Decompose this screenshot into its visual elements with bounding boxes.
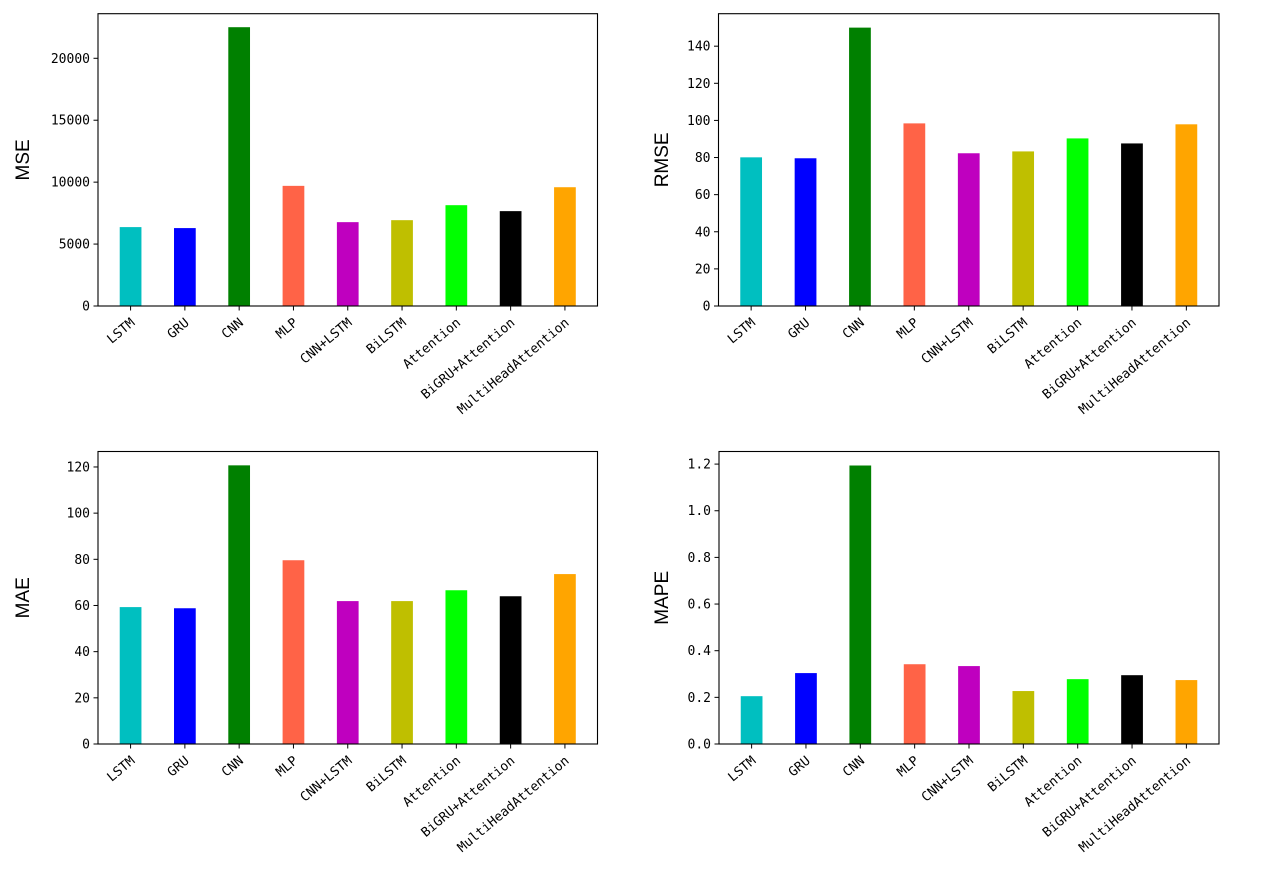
mape-bar-gru	[795, 673, 817, 744]
rmse-ytick-label: 80	[695, 151, 711, 166]
mae-bar-cnn-lstm	[336, 601, 359, 744]
mae-bar-lstm	[119, 607, 142, 744]
mse-bar-bigru-attention	[499, 211, 522, 306]
rmse-ytick-label: 20	[695, 262, 711, 277]
rmse-ylabel: RMSE	[652, 132, 673, 187]
mae-ytick-label: 20	[74, 691, 90, 706]
mae-ytick-label: 80	[74, 553, 90, 568]
mse-ytick-label: 20000	[51, 52, 90, 67]
mae-bar-bilstm	[391, 601, 413, 744]
rmse-ytick-label: 120	[687, 77, 710, 92]
rmse-bar-bilstm	[1012, 151, 1035, 306]
mape-bar-cnn	[849, 465, 872, 744]
mse-bar-multiheadattention	[554, 187, 576, 306]
rmse-bar-cnn-lstm	[957, 153, 980, 306]
rmse-ytick-label: 60	[695, 188, 711, 203]
mape-ytick-label: 1.0	[688, 504, 711, 519]
rmse-bar-lstm	[740, 157, 763, 306]
rmse-bar-attention	[1066, 138, 1089, 306]
mae-ytick-label: 120	[67, 460, 90, 475]
mape-ytick-label: 0.2	[688, 691, 711, 706]
rmse-bar-multiheadattention	[1175, 124, 1198, 306]
rmse-bar-mlp	[903, 123, 926, 306]
mse-bar-cnn	[228, 27, 251, 306]
rmse-bar-gru	[794, 158, 817, 306]
mape-ytick-label: 0.6	[688, 598, 711, 613]
mse-ylabel: MSE	[13, 139, 34, 180]
mae-ytick-label: 60	[74, 599, 90, 614]
mse-ytick-label: 10000	[51, 176, 90, 191]
mse-bar-mlp	[282, 185, 305, 306]
mae-bar-multiheadattention	[554, 574, 576, 744]
mae-ytick-label: 100	[67, 507, 90, 522]
mae-bar-cnn	[228, 465, 251, 744]
mse-ytick-label: 0	[82, 300, 90, 315]
rmse-bar-bigru-attention	[1121, 143, 1143, 306]
mse-bar-gru	[174, 228, 196, 306]
mape-bar-bilstm	[1012, 691, 1035, 744]
mae-bar-mlp	[282, 560, 305, 744]
mse-bar-bilstm	[391, 220, 413, 306]
rmse-ytick-label: 140	[687, 40, 710, 55]
mse-ytick-label: 15000	[51, 114, 90, 129]
rmse-ytick-label: 40	[695, 225, 711, 240]
mape-ylabel: MAPE	[652, 571, 673, 625]
mse-bar-lstm	[119, 227, 142, 306]
mae-ytick-label: 40	[74, 645, 90, 660]
mse-ytick-label: 5000	[59, 238, 90, 253]
mae-bar-gru	[174, 608, 196, 744]
mape-bar-mlp	[903, 664, 926, 744]
mape-bar-cnn-lstm	[958, 666, 980, 744]
rmse-ytick-label: 0	[703, 300, 711, 315]
mse-bar-cnn-lstm	[336, 222, 359, 306]
mape-bar-multiheadattention	[1175, 680, 1198, 744]
mape-bar-lstm	[740, 696, 763, 744]
mape-ytick-label: 0.8	[688, 551, 711, 566]
mape-ytick-label: 0.0	[688, 738, 711, 753]
mape-ytick-label: 0.4	[688, 644, 712, 659]
mae-ytick-label: 0	[82, 738, 90, 753]
mape-ytick-label: 1.2	[688, 458, 711, 473]
rmse-ytick-label: 100	[687, 114, 710, 129]
mae-bar-bigru-attention	[499, 596, 522, 744]
mae-bar-attention	[445, 590, 468, 744]
mape-bar-attention	[1066, 679, 1089, 744]
rmse-bar-cnn	[849, 27, 871, 307]
mae-ylabel: MAE	[13, 577, 34, 618]
mse-bar-attention	[445, 205, 468, 306]
mape-bar-bigru-attention	[1121, 675, 1143, 744]
